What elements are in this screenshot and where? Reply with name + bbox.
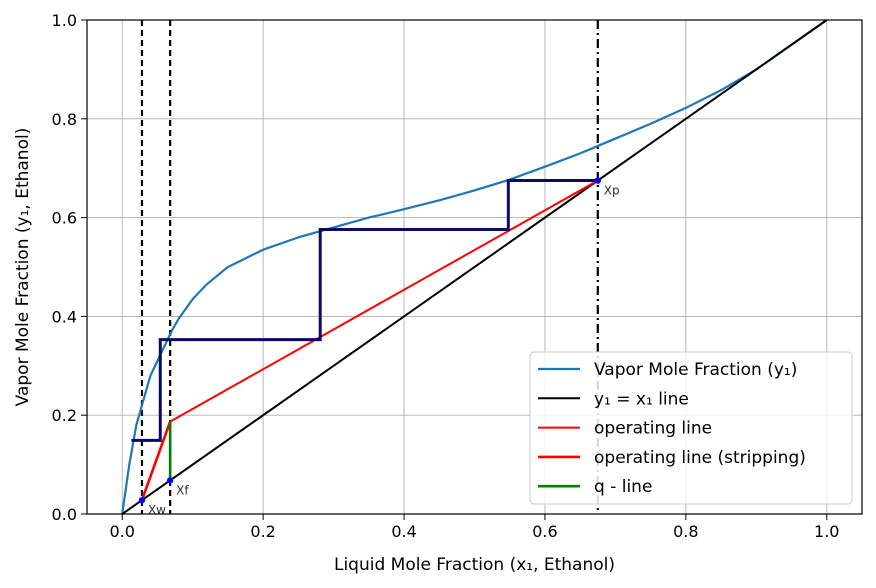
point-xw [138,496,146,504]
point-label-xf: Xf [176,483,189,497]
series-line-1 [121,19,828,515]
y-tick-label: 0.0 [52,505,77,524]
x-axis-label: Liquid Mole Fraction (x₁, Ethanol) [334,555,615,575]
legend-entry-1: y₁ = x₁ line [594,389,689,409]
legend-box [529,351,853,505]
legend: Vapor Mole Fraction (y₁) y₁ = x₁ line oper… [529,351,853,505]
y-tick-label: 0.4 [52,307,77,326]
y-tick-label: 0.8 [52,110,77,129]
point-label-xw: Xw [148,503,166,517]
x-tick-label: 0.2 [250,522,275,541]
legend-entry-3: operating line (stripping) [594,448,806,468]
y-axis-label: Vapor Mole Fraction (y₁, Ethanol) [13,128,33,407]
point-xf [166,477,174,484]
x-tick-label: 1.0 [814,522,839,541]
series-line-3 [140,421,172,501]
point-label-xp: Xp [604,184,620,198]
stage-steps [131,179,598,442]
x-tick-label: 0.6 [532,522,557,541]
axis-ticks: 0.0 0.2 0.4 0.6 0.8 1.0 0.0 0.2 0.4 0.6 0.8 1.0 [52,11,840,541]
y-tick-label: 1.0 [52,11,77,30]
stage-steps-line [131,179,598,442]
legend-entry-4: q - line [594,477,652,497]
legend-entry-0: Vapor Mole Fraction (y₁) [594,360,797,380]
plot-frame [86,19,863,515]
series-line-0 [121,19,828,515]
x-tick-label: 0.0 [110,522,135,541]
y-tick-label: 0.2 [52,406,77,425]
legend-entry-2: operating line [594,419,712,439]
point-xp [594,177,601,184]
series-line-2 [169,179,599,423]
x-tick-label: 0.4 [391,522,416,541]
x-tick-label: 0.8 [673,522,698,541]
series-lines [121,19,828,515]
y-tick-label: 0.6 [52,209,77,228]
grid [87,19,862,515]
